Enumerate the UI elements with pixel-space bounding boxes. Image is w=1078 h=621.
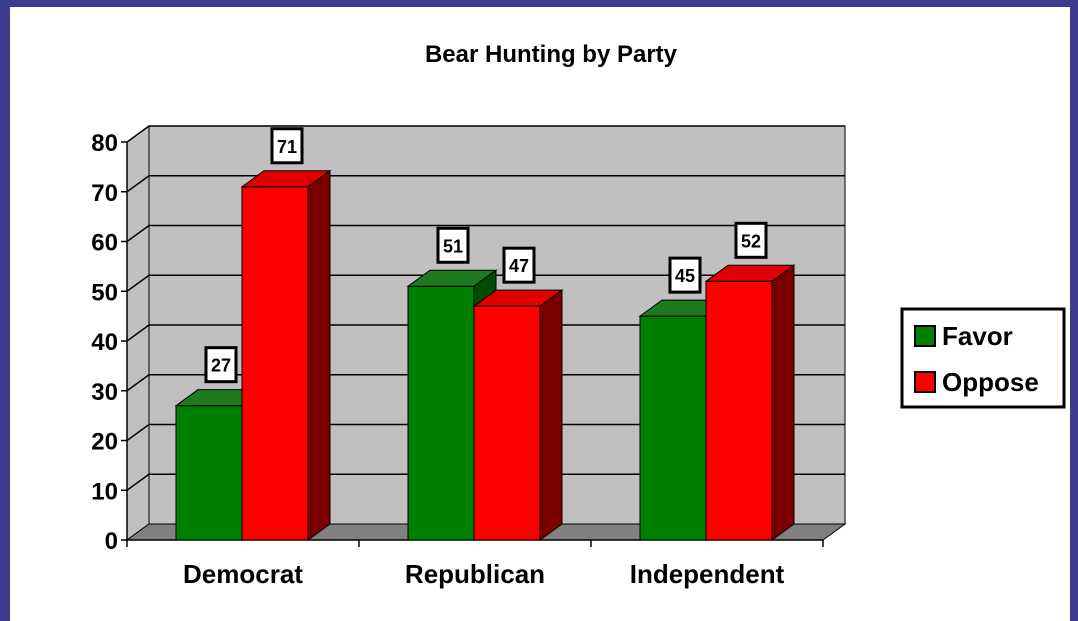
bar-oppose-republican xyxy=(472,289,564,541)
bar-side xyxy=(771,264,795,541)
gridline xyxy=(126,224,845,243)
legend: Favor Oppose xyxy=(900,307,1066,409)
gridline xyxy=(126,274,845,292)
y-tick-label: 30 xyxy=(91,379,118,406)
bar-front xyxy=(705,280,773,541)
bar-oppose-democrat xyxy=(240,169,332,541)
data-label-box xyxy=(502,246,536,284)
data-label: 27 xyxy=(204,346,238,384)
x-tick-label: Republican xyxy=(405,559,545,589)
gridline xyxy=(126,175,845,193)
y-tick-label: 70 xyxy=(91,180,118,207)
data-labels: 27 71 51 47 45 52 xyxy=(204,127,768,384)
data-label: 51 xyxy=(436,226,470,264)
y-tick-label: 60 xyxy=(91,230,118,257)
legend-entry: Favor xyxy=(942,321,1013,351)
data-label: 52 xyxy=(734,221,768,259)
bar-front xyxy=(175,405,243,541)
gridline xyxy=(126,473,845,491)
data-label-text: 27 xyxy=(211,356,231,376)
data-label-text: 52 xyxy=(741,231,761,251)
gridline xyxy=(126,125,845,143)
bar-front xyxy=(639,315,707,541)
x-tick-label: Independent xyxy=(630,559,785,589)
data-label: 71 xyxy=(270,127,304,165)
y-tick-label: 0 xyxy=(105,528,118,555)
y-tick-label: 20 xyxy=(91,429,118,456)
bar-front xyxy=(241,186,309,541)
bar-side xyxy=(307,169,331,541)
bar-oppose-independent xyxy=(704,264,796,541)
y-tick-label: 10 xyxy=(91,478,118,505)
bars xyxy=(174,169,796,541)
y-tick-label: 50 xyxy=(91,279,118,306)
legend-swatch xyxy=(914,325,936,347)
chart-title: Bear Hunting by Party xyxy=(425,41,678,68)
data-label-box xyxy=(436,226,470,264)
bar-side xyxy=(539,289,563,541)
bar-front xyxy=(473,305,541,541)
gridline xyxy=(126,324,845,342)
bar-front xyxy=(407,285,475,541)
legend-swatch xyxy=(914,371,936,393)
y-tick-label: 40 xyxy=(91,329,118,356)
data-label-text: 71 xyxy=(277,137,297,157)
x-tick-label: Democrat xyxy=(183,559,303,589)
axes: 0 10 20 30 40 50 60 70 80 Democrat Republican Indep… xyxy=(91,130,824,589)
data-label-box xyxy=(270,127,304,165)
data-label-box xyxy=(204,346,238,384)
y-tick-label: 80 xyxy=(91,130,118,157)
data-label-text: 47 xyxy=(509,256,529,276)
gridline xyxy=(126,374,845,392)
data-label: 47 xyxy=(502,246,536,284)
legend-entry: Oppose xyxy=(942,367,1039,397)
gridlines xyxy=(126,125,845,491)
data-label: 45 xyxy=(668,256,702,294)
data-label-box xyxy=(668,256,702,294)
gridline xyxy=(126,423,845,442)
data-label-box xyxy=(734,221,768,259)
data-label-text: 51 xyxy=(443,236,463,256)
data-label-text: 45 xyxy=(675,266,695,286)
